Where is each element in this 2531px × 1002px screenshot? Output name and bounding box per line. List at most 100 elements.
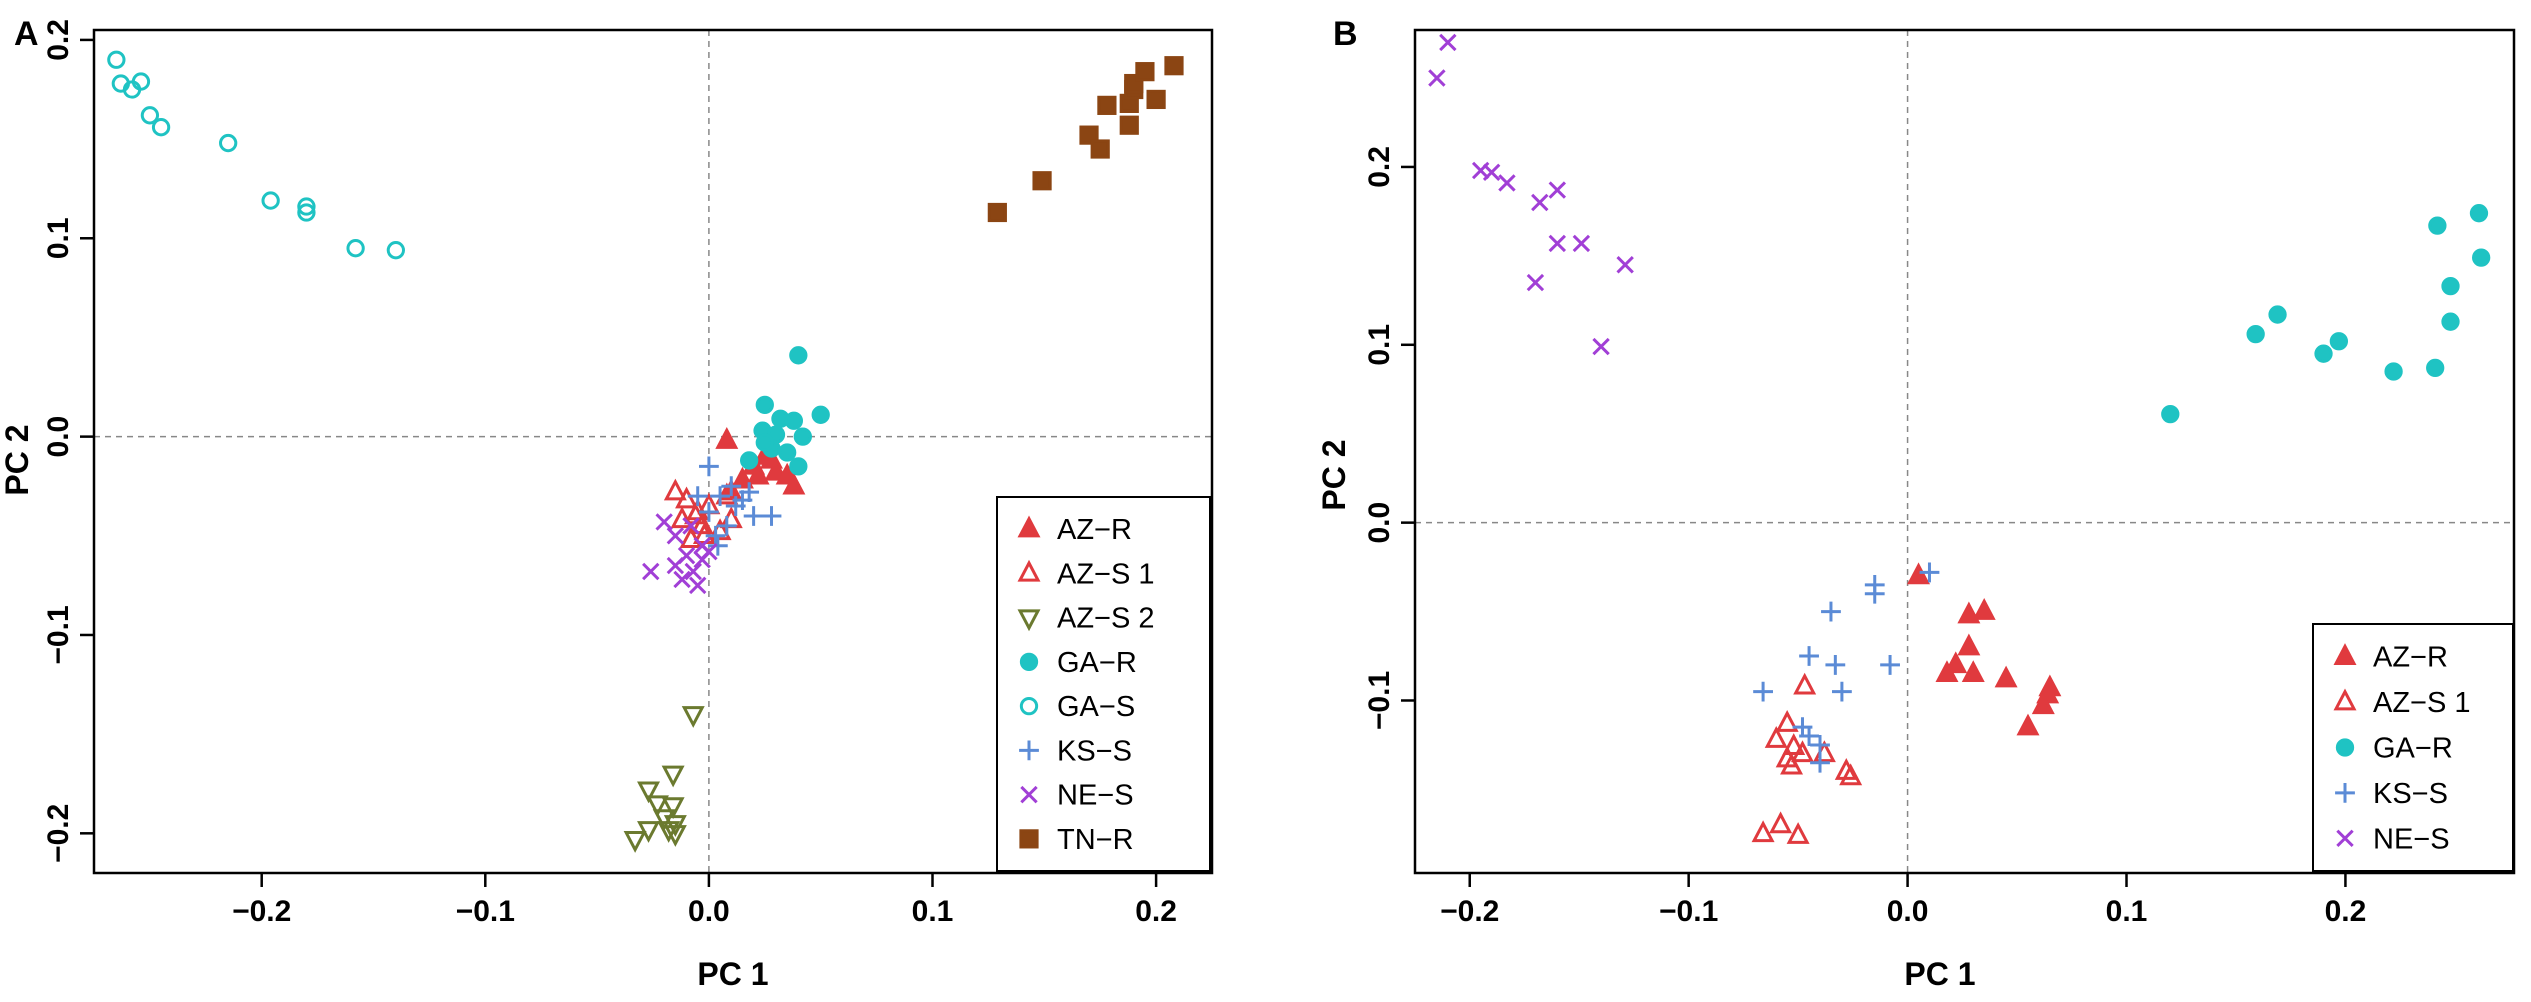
panel-a-y-tick-label: −0.1 <box>42 605 75 664</box>
panel-a-point-az-r <box>746 462 770 485</box>
panel-b-point-az-r <box>1994 665 2018 688</box>
panel-b-point-ne-s <box>1531 193 1549 212</box>
panel-a-legend-label-az-s-1: AZ−S 1 <box>1057 558 1155 590</box>
panel-a-legend-label-ga-r: GA−R <box>1057 647 1137 679</box>
panel-a-x-tick-label: −0.1 <box>456 895 515 928</box>
panel-a-point-ga-r <box>755 433 774 452</box>
panel-b-x-tick-label: 0.0 <box>1887 895 1929 928</box>
panel-b-point-az-s-1 <box>1764 726 1788 748</box>
panel-a-point-ga-r <box>778 443 797 462</box>
panel-b-x-tick-label: −0.2 <box>1440 895 1499 928</box>
panel-b-point-az-r <box>1944 651 1968 674</box>
panel-b-point-ne-s <box>1592 337 1610 356</box>
panel-a-point-az-s-2 <box>623 831 647 853</box>
panel-b-point-ks-s <box>1880 655 1900 675</box>
panel-a-point-ne-s <box>655 513 673 531</box>
panel-a-point-tn-r <box>1146 89 1166 110</box>
panel-b-legend-marker-az-s-1 <box>2333 688 2357 711</box>
panel-b-y-tick-label: 0.2 <box>1363 146 1396 188</box>
panel-b-point-ne-s <box>1439 33 1457 52</box>
panel-b-point-ks-s <box>1799 726 1819 746</box>
panel-b-point-az-r <box>1907 562 1931 585</box>
panel-a-point-ga-r <box>811 405 830 424</box>
panel-b-point-az-r <box>2016 713 2040 736</box>
panel-a-point-az-r <box>730 466 754 489</box>
panel-b-point-az-s-1 <box>1839 763 1863 786</box>
panel-b-point-ne-s <box>1498 174 1516 192</box>
panel-a-point-tn-r <box>1164 56 1184 76</box>
panel-a-point-az-s-2 <box>661 797 685 820</box>
panel-b-x-axis-title: PC 1 <box>1904 956 1975 992</box>
panel-b-legend-label-az-r: AZ−R <box>2373 642 2448 674</box>
panel-b-point-ne-s <box>1548 234 1567 253</box>
panel-b-plot-frame <box>1413 28 2516 875</box>
panel-a-x-tick-label: 0.1 <box>912 895 954 928</box>
panel-b-point-ks-s <box>1753 681 1773 702</box>
panel-a-legend-marker-ga-r <box>1019 652 1039 672</box>
panel-a-point-az-s-1 <box>670 506 694 529</box>
panel-a-point-az-r <box>715 427 739 449</box>
panel-b-point-az-s-1 <box>1786 822 1810 844</box>
panel-b-point-az-s-1 <box>1780 752 1804 775</box>
panel-a-point-ne-s <box>666 527 685 545</box>
panel-a-point-ne-s <box>673 570 691 589</box>
panel-a-point-ga-r <box>789 346 808 365</box>
panel-b-point-az-s-1 <box>1791 740 1814 763</box>
panel-b-x-tick-label: 0.1 <box>2106 895 2148 928</box>
panel-a-legend-label-tn-r: TN−R <box>1057 824 1134 856</box>
panel-a-legend-marker-tn-r <box>1019 829 1039 849</box>
panel-a-point-ks-s <box>761 506 782 526</box>
panel-a-point-ga-s <box>151 118 171 137</box>
panel-a-x-tick-label: 0.2 <box>1135 895 1177 928</box>
panel-b-point-az-s-1 <box>1769 811 1793 834</box>
panel-a-legend-label-ne-s: NE−S <box>1057 780 1134 812</box>
panel-a-point-ga-s <box>219 133 238 153</box>
panel-a-point-az-s-2 <box>681 706 705 728</box>
panel-a-point-az-r <box>764 458 788 481</box>
panel-b-legend-marker-ks-s <box>2335 783 2355 803</box>
panel-b-point-ks-s <box>1919 562 1940 583</box>
panel-a-point-az-s-2 <box>645 795 669 818</box>
panel-a-point-tn-r <box>1079 125 1099 145</box>
panel-a-legend-label-ks-s: KS−S <box>1057 735 1132 767</box>
panel-b-point-az-r <box>1957 633 1981 656</box>
panel-a-point-ks-s <box>699 456 719 477</box>
panel-a-y-tick-label: 0.1 <box>42 217 75 259</box>
panel-b-point-ne-s <box>1482 163 1501 181</box>
panel-b-legend-label-ga-r: GA−R <box>2373 733 2453 765</box>
panel-b-legend-marker-ga-r <box>2335 738 2355 757</box>
panel-a-point-ga-s <box>297 203 316 222</box>
panel-b-legend-label-ne-s: NE−S <box>2373 823 2450 855</box>
panel-a-point-ks-s <box>705 525 726 546</box>
panel-a-label: A <box>14 15 39 53</box>
panel-a-y-tick-label: 0.2 <box>42 19 75 61</box>
panel-a-point-az-s-1 <box>663 478 687 501</box>
panel-b-point-az-r <box>1935 660 1959 683</box>
panel-b-point-ga-r <box>2469 204 2489 223</box>
panel-a-point-ks-s <box>721 476 742 497</box>
panel-b-legend-marker-ne-s <box>2336 829 2354 848</box>
panel-a-x-tick-label: 0.0 <box>688 895 730 928</box>
panel-b-point-ga-r <box>2329 332 2349 351</box>
panel-a-x-tick-label: −0.2 <box>232 895 291 928</box>
panel-b-point-ks-s <box>1810 752 1830 773</box>
panel-b-point-ga-r <box>2441 312 2460 331</box>
panel-a-legend-marker-ga-s <box>1019 696 1039 716</box>
panel-a-point-ks-s <box>732 490 753 510</box>
panel-b-point-az-r <box>1957 601 1981 624</box>
panel-a-point-tn-r <box>1097 95 1117 115</box>
panel-a-point-tn-r <box>987 202 1007 223</box>
panel-a-point-tn-r <box>1135 62 1155 82</box>
panel-a-x-axis-title: PC 1 <box>697 956 768 992</box>
panel-b-point-az-r <box>1972 597 1996 620</box>
panel-b-point-ne-s <box>1526 273 1545 292</box>
panel-a-point-ga-r <box>739 451 759 470</box>
panel-a-point-ne-s <box>682 517 700 535</box>
panel-a-point-ne-s <box>689 576 707 595</box>
panel-a-point-ga-s <box>386 241 406 260</box>
panel-a-point-az-s-2 <box>663 825 687 847</box>
panel-a-point-ne-s <box>693 537 711 555</box>
panel-a-point-ga-r <box>784 411 804 430</box>
panel-a-point-az-s-1 <box>719 506 743 529</box>
